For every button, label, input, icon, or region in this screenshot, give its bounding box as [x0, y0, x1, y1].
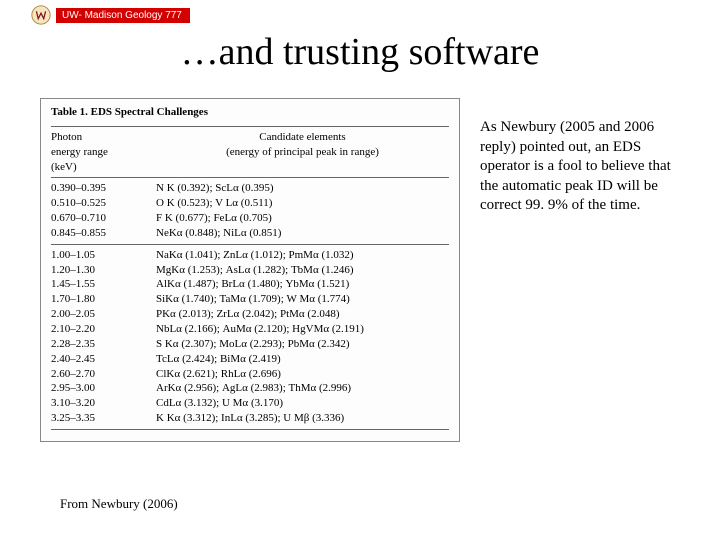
table-row: 0.390–0.395N K (0.392); ScLα (0.395): [51, 181, 449, 196]
col1-line3: (keV): [51, 160, 156, 175]
table-row: 3.25–3.35K Kα (3.312); InLα (3.285); U M…: [51, 411, 449, 426]
range-cell: 2.60–2.70: [51, 367, 156, 382]
elements-cell: S Kα (2.307); MoLα (2.293); PbMα (2.342): [156, 337, 449, 352]
table-row: 2.28–2.35S Kα (2.307); MoLα (2.293); PbM…: [51, 337, 449, 352]
range-cell: 1.70–1.80: [51, 292, 156, 307]
slide-title: …and trusting software: [0, 30, 720, 74]
col2-line1: Candidate elements: [156, 130, 449, 145]
range-cell: 1.00–1.05: [51, 248, 156, 263]
table-row: 1.00–1.05NaKα (1.041); ZnLα (1.012); PmM…: [51, 248, 449, 263]
range-cell: 0.670–0.710: [51, 211, 156, 226]
col1-line1: Photon: [51, 130, 156, 145]
table-row: 2.95–3.00ArKα (2.956); AgLα (2.983); ThM…: [51, 381, 449, 396]
table-row: 3.10–3.20CdLα (3.132); U Mα (3.170): [51, 396, 449, 411]
table-header: Photon energy range (keV) Candidate elem…: [51, 130, 449, 175]
table-rule: [51, 126, 449, 127]
table-row: 1.70–1.80SiKα (1.740); TaMα (1.709); W M…: [51, 292, 449, 307]
elements-cell: F K (0.677); FeLα (0.705): [156, 211, 449, 226]
uw-crest-icon: [30, 4, 52, 26]
elements-cell: NbLα (2.166); AuMα (2.120); HgVMα (2.191…: [156, 322, 449, 337]
table-row: 2.40–2.45TcLα (2.424); BiMα (2.419): [51, 352, 449, 367]
elements-cell: PKα (2.013); ZrLα (2.042); PtMα (2.048): [156, 307, 449, 322]
table-row: 0.510–0.525O K (0.523); V Lα (0.511): [51, 196, 449, 211]
table-row: 2.10–2.20NbLα (2.166); AuMα (2.120); HgV…: [51, 322, 449, 337]
eds-table: Table 1. EDS Spectral Challenges Photon …: [40, 98, 460, 442]
table-rule: [51, 177, 449, 178]
elements-cell: ArKα (2.956); AgLα (2.983); ThMα (2.996): [156, 381, 449, 396]
range-cell: 0.845–0.855: [51, 226, 156, 241]
citation-text: From Newbury (2006): [60, 496, 178, 512]
elements-cell: K Kα (3.312); InLα (3.285); U Mβ (3.336): [156, 411, 449, 426]
col2-line2: (energy of principal peak in range): [156, 145, 449, 160]
table-col1-header: Photon energy range (keV): [51, 130, 156, 175]
elements-cell: NeKα (0.848); NiLα (0.851): [156, 226, 449, 241]
header-band: UW- Madison Geology 777: [30, 6, 190, 24]
slide: UW- Madison Geology 777 …and trusting so…: [0, 0, 720, 540]
range-cell: 2.00–2.05: [51, 307, 156, 322]
range-cell: 2.10–2.20: [51, 322, 156, 337]
range-cell: 2.40–2.45: [51, 352, 156, 367]
elements-cell: N K (0.392); ScLα (0.395): [156, 181, 449, 196]
elements-cell: CdLα (3.132); U Mα (3.170): [156, 396, 449, 411]
table-rule: [51, 244, 449, 245]
commentary-text: As Newbury (2005 and 2006 reply) pointed…: [480, 118, 690, 216]
table-body: 0.390–0.395N K (0.392); ScLα (0.395)0.51…: [51, 181, 449, 426]
table-row: 2.00–2.05PKα (2.013); ZrLα (2.042); PtMα…: [51, 307, 449, 322]
range-cell: 1.20–1.30: [51, 263, 156, 278]
elements-cell: TcLα (2.424); BiMα (2.419): [156, 352, 449, 367]
table-col2-header: Candidate elements (energy of principal …: [156, 130, 449, 175]
range-cell: 1.45–1.55: [51, 277, 156, 292]
elements-cell: AlKα (1.487); BrLα (1.480); YbMα (1.521): [156, 277, 449, 292]
range-cell: 0.510–0.525: [51, 196, 156, 211]
table-title: Table 1. EDS Spectral Challenges: [51, 105, 449, 120]
col1-line2: energy range: [51, 145, 156, 160]
elements-cell: MgKα (1.253); AsLα (1.282); TbMα (1.246): [156, 263, 449, 278]
range-cell: 3.10–3.20: [51, 396, 156, 411]
table-rule: [51, 429, 449, 430]
elements-cell: SiKα (1.740); TaMα (1.709); W Mα (1.774): [156, 292, 449, 307]
table-row: 2.60–2.70ClKα (2.621); RhLα (2.696): [51, 367, 449, 382]
table-row: 0.845–0.855NeKα (0.848); NiLα (0.851): [51, 226, 449, 241]
table-row: 0.670–0.710F K (0.677); FeLα (0.705): [51, 211, 449, 226]
range-cell: 2.28–2.35: [51, 337, 156, 352]
course-label: UW- Madison Geology 777: [56, 8, 190, 23]
elements-cell: O K (0.523); V Lα (0.511): [156, 196, 449, 211]
elements-cell: NaKα (1.041); ZnLα (1.012); PmMα (1.032): [156, 248, 449, 263]
table-row: 1.45–1.55AlKα (1.487); BrLα (1.480); YbM…: [51, 277, 449, 292]
range-cell: 0.390–0.395: [51, 181, 156, 196]
range-cell: 2.95–3.00: [51, 381, 156, 396]
range-cell: 3.25–3.35: [51, 411, 156, 426]
elements-cell: ClKα (2.621); RhLα (2.696): [156, 367, 449, 382]
table-row: 1.20–1.30MgKα (1.253); AsLα (1.282); TbM…: [51, 263, 449, 278]
